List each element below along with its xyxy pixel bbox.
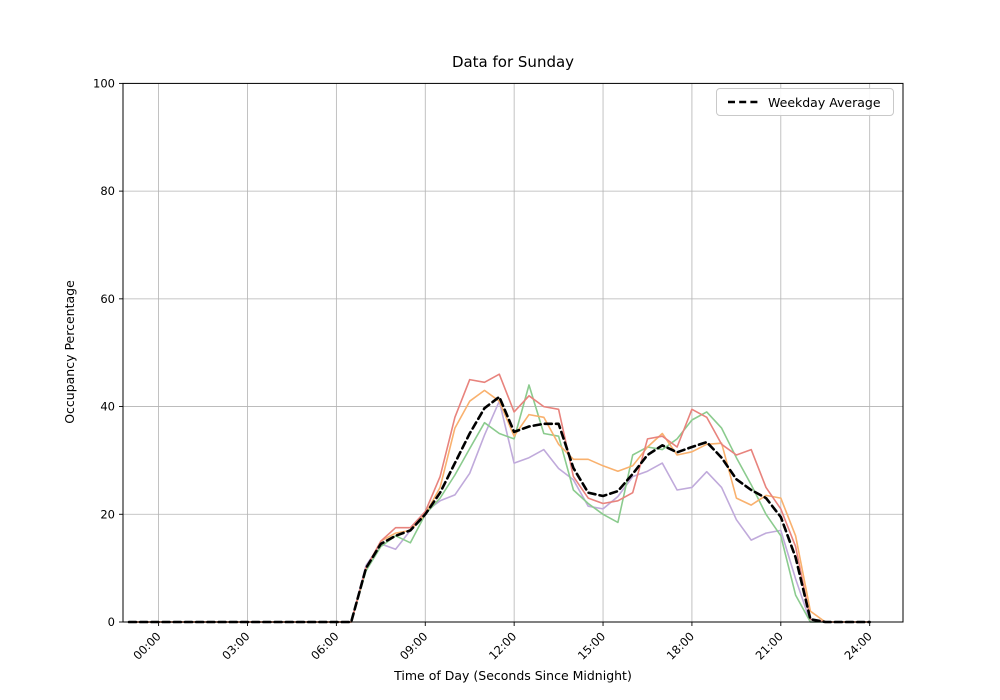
x-tick-label: 24:00: [841, 629, 874, 662]
x-tick-label: 15:00: [575, 629, 608, 662]
legend-entry-label: Weekday Average: [768, 94, 881, 110]
y-tick-label: 60: [100, 292, 115, 306]
y-tick-label: 80: [100, 184, 115, 198]
x-tick-label: 03:00: [219, 629, 252, 662]
x-tick-label: 00:00: [130, 629, 163, 662]
y-axis-label: Occupancy Percentage: [62, 280, 77, 424]
axes-spines: [122, 82, 904, 623]
series-line-series-2: [128, 384, 871, 623]
x-tick-label: 12:00: [486, 629, 519, 662]
y-tick-label: 0: [108, 615, 115, 629]
x-tick-label: 09:00: [397, 629, 430, 662]
legend: Weekday Average: [716, 88, 894, 116]
series-line-weekday-average: [127, 395, 872, 624]
chart-title: Data for Sunday: [451, 53, 575, 71]
y-tick-label: 20: [100, 507, 115, 521]
series-line-series-3: [128, 389, 871, 623]
y-tick-label: 100: [93, 76, 115, 90]
x-tick-label: 18:00: [664, 629, 697, 662]
x-axis-label: Time of Day (Seconds Since Midnight): [394, 668, 632, 683]
x-tick-label: 06:00: [308, 629, 341, 662]
legend-dashed-line-icon: [728, 100, 758, 104]
y-tick-label: 40: [100, 400, 115, 414]
x-tick-label: 21:00: [753, 629, 786, 662]
